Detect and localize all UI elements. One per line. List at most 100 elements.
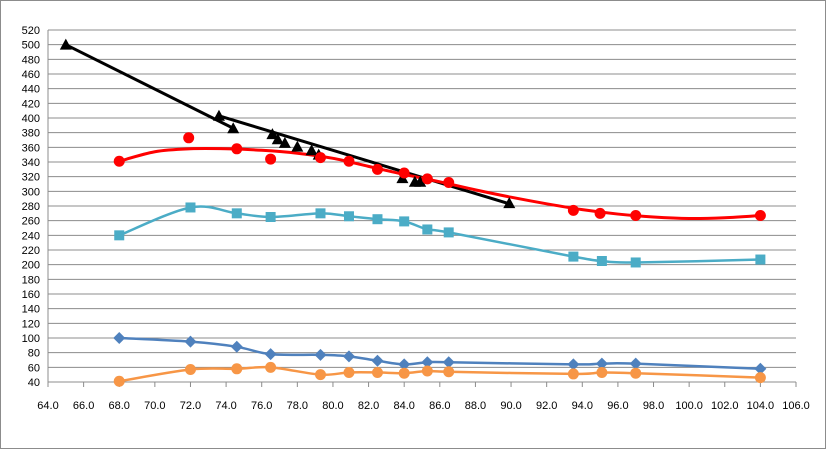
circle-marker (265, 361, 277, 373)
circle-marker (398, 167, 410, 179)
series-line (117, 365, 762, 383)
x-tick-labels: 64.0 66.0 68.0 70.0 72.0 74.0 76.0 78.0 80.0 82.0… (37, 400, 809, 412)
x-tick-label: 66.0 (73, 400, 94, 412)
series-lines (64, 43, 762, 383)
y-tick-label: 140 (22, 304, 40, 316)
x-tick-label: 94.0 (572, 400, 593, 412)
y-tick-label: 100 (22, 333, 40, 345)
circle-marker (371, 163, 383, 175)
diamond-marker (113, 332, 126, 344)
y-tick-label: 40 (28, 377, 40, 389)
circle-marker (343, 155, 355, 167)
y-tick-label: 200 (22, 260, 40, 272)
square-marker (315, 208, 326, 219)
triangle-marker (305, 144, 318, 156)
square-marker (596, 256, 607, 266)
y-tick-labels: 40 60 80 100 120 140 160 180 200 220 240 260 280 300 3… (22, 25, 40, 389)
diamond-marker (314, 348, 327, 361)
y-tick-label: 340 (22, 157, 40, 169)
y-tick-label: 460 (22, 69, 40, 81)
series-line (217, 114, 511, 206)
x-tick-label: 82.0 (358, 400, 379, 412)
diamond-marker (371, 354, 384, 367)
x-tick-label: 68.0 (109, 400, 130, 412)
square-marker (343, 211, 354, 222)
triangle-marker (266, 128, 279, 140)
x-tick-label: 92.0 (536, 400, 557, 412)
circle-marker (754, 372, 766, 384)
circle-marker (630, 210, 642, 222)
circle-marker (398, 367, 410, 379)
triangle-marker (59, 38, 72, 50)
square-marker (630, 257, 641, 268)
x-tick-label: 90.0 (500, 400, 521, 412)
diamond-marker (342, 350, 355, 363)
y-tick-label: 220 (22, 245, 40, 257)
series-markers (59, 38, 767, 387)
series-line (117, 205, 762, 264)
y-tick-label: 320 (22, 172, 40, 184)
square-marker (265, 212, 276, 222)
circle-marker (314, 152, 326, 164)
x-tick-label: 88.0 (465, 400, 486, 412)
circle-marker (371, 366, 383, 378)
circle-marker (183, 132, 195, 144)
y-tick-label: 400 (22, 113, 40, 125)
x-tick-label: 72.0 (180, 400, 201, 412)
y-tick-label: 240 (22, 230, 40, 242)
triangle-marker (212, 109, 225, 121)
square-marker (231, 208, 242, 219)
y-tick-label: 180 (22, 274, 40, 286)
diamond-marker (421, 356, 434, 369)
gridlines (48, 29, 796, 383)
diamond-marker (595, 357, 608, 370)
circle-marker (343, 366, 355, 378)
circle-marker (594, 207, 606, 219)
x-tick-label: 78.0 (287, 400, 308, 412)
square-marker (185, 202, 196, 213)
series-line (117, 336, 762, 371)
circle-marker (314, 369, 326, 381)
square-marker (114, 230, 125, 241)
x-tick-label: 74.0 (215, 400, 236, 412)
x-tick-label: 86.0 (429, 400, 450, 412)
y-tick-label: 440 (22, 84, 40, 96)
diamond-marker (184, 335, 197, 348)
diamond-marker (442, 356, 455, 369)
x-tick-label: 104.0 (747, 400, 775, 412)
diamond-marker (230, 340, 243, 353)
diamond-marker (629, 357, 642, 370)
circle-marker (421, 365, 433, 377)
circle-marker (443, 177, 455, 189)
square-marker (422, 224, 433, 235)
x-tick-label: 80.0 (322, 400, 343, 412)
y-tick-label: 380 (22, 128, 40, 140)
y-tick-label: 480 (22, 54, 40, 66)
y-tick-label: 420 (22, 98, 40, 110)
circle-marker (443, 366, 455, 378)
x-tick-label: 106.0 (782, 400, 810, 412)
circle-marker (596, 366, 608, 378)
x-tick-label: 84.0 (393, 400, 414, 412)
circle-marker (567, 204, 579, 216)
x-tick-label: 76.0 (251, 400, 272, 412)
triangle-marker (227, 122, 240, 134)
y-tick-label: 260 (22, 216, 40, 228)
triangle-marker (291, 140, 304, 152)
axes (47, 30, 797, 387)
circle-marker (421, 173, 433, 185)
x-tick-label: 100.0 (675, 400, 703, 412)
triangle-marker (271, 133, 284, 145)
y-tick-label: 80 (28, 348, 40, 360)
circle-marker (754, 210, 766, 222)
series-line (117, 147, 762, 220)
x-tick-label: 102.0 (711, 400, 739, 412)
triangle-marker (414, 175, 427, 187)
triangle-marker (278, 136, 291, 148)
x-tick-label: 96.0 (607, 400, 628, 412)
x-tick-label: 64.0 (37, 400, 58, 412)
diamond-marker (754, 362, 767, 375)
square-marker (568, 251, 579, 262)
y-tick-label: 360 (22, 142, 40, 154)
series-line (64, 43, 235, 130)
